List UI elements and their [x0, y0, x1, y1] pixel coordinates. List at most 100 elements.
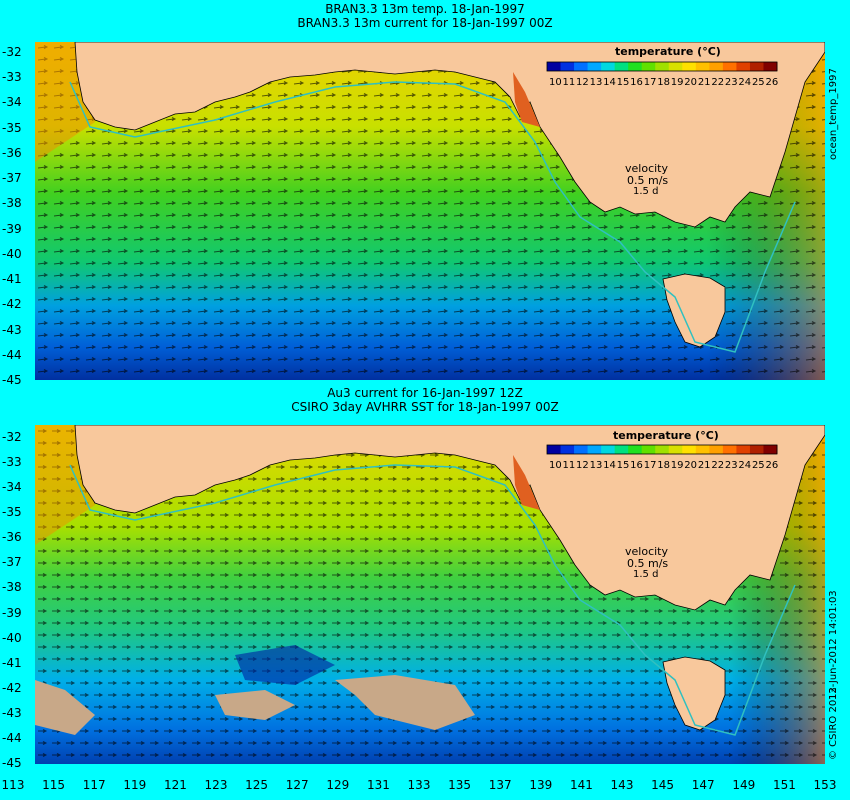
y-tick-label: -44	[2, 730, 22, 745]
y-tick-label: -40	[2, 246, 22, 261]
colorbar-tick-label: 23	[725, 460, 738, 471]
x-tick-label: 151	[772, 778, 796, 792]
y-tick-label: -35	[2, 120, 22, 135]
top-side-label: ocean_temp_1997	[828, 68, 839, 160]
colorbar-swatch	[763, 445, 778, 454]
colorbar-swatch	[547, 62, 562, 71]
colorbar-tick-label: 14	[603, 77, 616, 88]
colorbar-swatch	[749, 62, 764, 71]
x-tick-label: 123	[204, 778, 228, 792]
colorbar-swatch	[668, 62, 683, 71]
x-tick-label: 149	[732, 778, 756, 792]
colorbar-swatch	[736, 445, 751, 454]
colorbar-swatch	[628, 62, 643, 71]
x-tick-label: 115	[42, 778, 66, 792]
colorbar-swatch	[614, 62, 629, 71]
colorbar-swatch	[736, 62, 751, 71]
colorbar-tick-label: 13	[590, 460, 603, 471]
colorbar-swatch	[628, 445, 643, 454]
top-title-2: BRAN3.3 13m current for 18-Jan-1997 00Z	[297, 16, 553, 30]
top-velocity-sub: 1.5 d	[633, 186, 658, 197]
y-tick-label: -39	[2, 605, 22, 620]
y-tick-label: -43	[2, 705, 22, 720]
colorbar-tick-label: 16	[630, 460, 643, 471]
top-land-australia	[74, 42, 825, 228]
bottom-colorbar: 10 11 12 13 14 15 16 17 18 19 20 21 22 23 24 25 26	[546, 444, 778, 471]
y-tick-label: -42	[2, 680, 22, 695]
colorbar-swatch	[655, 62, 670, 71]
colorbar-swatch	[695, 445, 710, 454]
colorbar-swatch	[695, 62, 710, 71]
x-tick-label: 137	[488, 778, 512, 792]
bottom-velocity-label: velocity	[625, 545, 668, 558]
colorbar-tick-label: 12	[576, 460, 589, 471]
y-tick-label: -33	[2, 455, 22, 470]
colorbar-tick-label: 25	[752, 460, 765, 471]
colorbar-swatch	[560, 445, 575, 454]
colorbar-tick-label: 18	[657, 460, 670, 471]
top-title-1: BRAN3.3 13m temp. 18-Jan-1997	[325, 2, 525, 16]
x-tick-label: 121	[163, 778, 187, 792]
bottom-title-1: Au3 current for 16-Jan-1997 12Z	[327, 386, 523, 400]
x-tick-label: 139	[529, 778, 553, 792]
x-tick-label: 125	[245, 778, 269, 792]
top-land-tasmania	[662, 273, 726, 348]
colorbar-swatch	[668, 445, 683, 454]
colorbar-tick-label: 24	[738, 77, 751, 88]
y-tick-label: -45	[2, 373, 22, 387]
colorbar-tick-label: 17	[644, 460, 657, 471]
colorbar-tick-label: 14	[603, 460, 616, 471]
y-tick-label: -35	[2, 505, 22, 520]
colorbar-swatch	[722, 62, 737, 71]
y-tick-label: -38	[2, 580, 22, 595]
colorbar-swatch	[601, 62, 616, 71]
y-tick-label: -37	[2, 555, 22, 570]
x-tick-label: 133	[407, 778, 431, 792]
x-tick-label: 147	[691, 778, 715, 792]
y-tick-label: -38	[2, 196, 22, 211]
colorbar-tick-label: 12	[576, 77, 589, 88]
x-tick-label: 135	[448, 778, 472, 792]
x-tick-label: 119	[123, 778, 147, 792]
x-tick-label: 127	[285, 778, 309, 792]
colorbar-tick-label: 15	[617, 460, 630, 471]
y-tick-label: -39	[2, 221, 22, 236]
bottom-land-australia	[74, 425, 825, 611]
colorbar-tick-label: 21	[698, 77, 711, 88]
colorbar-swatch	[655, 445, 670, 454]
colorbar-swatch	[587, 62, 602, 71]
colorbar-tick-label: 16	[630, 77, 643, 88]
colorbar-swatch	[587, 445, 602, 454]
bottom-map: velocity 0.5 m/s 1.5 d temperature (°C) …	[35, 425, 825, 764]
y-tick-label: -41	[2, 272, 22, 287]
y-tick-label: -34	[2, 480, 22, 495]
colorbar-tick-label: 22	[711, 77, 724, 88]
colorbar-tick-label: 25	[752, 77, 765, 88]
y-tick-label: -44	[2, 347, 22, 362]
y-tick-label: -42	[2, 297, 22, 312]
bottom-colorbar-label: temperature (°C)	[613, 429, 719, 442]
y-tick-label: -45	[2, 756, 22, 770]
colorbar-tick-label: 21	[698, 460, 711, 471]
y-tick-label: -43	[2, 322, 22, 337]
colorbar-swatch	[763, 62, 778, 71]
bottom-cloud-mask	[35, 675, 475, 735]
bottom-velocity-value: 0.5 m/s	[627, 557, 668, 570]
colorbar-swatch	[614, 445, 629, 454]
x-tick-label: 117	[82, 778, 106, 792]
colorbar-swatch	[574, 445, 589, 454]
colorbar-tick-label: 11	[563, 77, 576, 88]
colorbar-swatch	[709, 445, 724, 454]
colorbar-tick-label: 22	[711, 460, 724, 471]
bottom-side-credit: © CSIRO 2012	[828, 687, 839, 760]
colorbar-swatch	[682, 445, 697, 454]
colorbar-tick-label: 13	[590, 77, 603, 88]
colorbar-swatch	[574, 62, 589, 71]
y-tick-label: -41	[2, 655, 22, 670]
colorbar-tick-label: 17	[644, 77, 657, 88]
colorbar-tick-label: 18	[657, 77, 670, 88]
colorbar-tick-label: 10	[549, 77, 562, 88]
colorbar-tick-label: 19	[671, 460, 684, 471]
colorbar-tick-label: 10	[549, 460, 562, 471]
